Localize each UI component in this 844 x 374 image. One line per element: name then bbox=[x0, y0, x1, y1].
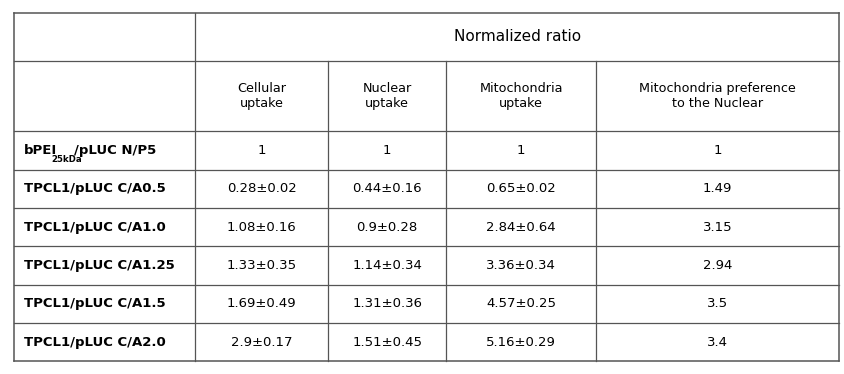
Text: Mitochondria preference
to the Nuclear: Mitochondria preference to the Nuclear bbox=[639, 82, 795, 110]
Text: 3.15: 3.15 bbox=[702, 221, 732, 234]
Text: 1.08±0.16: 1.08±0.16 bbox=[226, 221, 296, 234]
Text: 0.44±0.16: 0.44±0.16 bbox=[352, 183, 421, 195]
Text: 1: 1 bbox=[382, 144, 391, 157]
Text: 25kDa: 25kDa bbox=[51, 155, 82, 164]
Text: TPCL1/pLUC C/A1.5: TPCL1/pLUC C/A1.5 bbox=[24, 297, 165, 310]
Text: TPCL1/pLUC C/A2.0: TPCL1/pLUC C/A2.0 bbox=[24, 336, 165, 349]
Text: 1.14±0.34: 1.14±0.34 bbox=[352, 259, 421, 272]
Text: 1.51±0.45: 1.51±0.45 bbox=[352, 336, 422, 349]
Text: 2.94: 2.94 bbox=[702, 259, 732, 272]
Text: Cellular
uptake: Cellular uptake bbox=[237, 82, 286, 110]
Text: 0.9±0.28: 0.9±0.28 bbox=[356, 221, 417, 234]
Text: Mitochondria
uptake: Mitochondria uptake bbox=[479, 82, 562, 110]
Text: 1.69±0.49: 1.69±0.49 bbox=[226, 297, 296, 310]
Text: 4.57±0.25: 4.57±0.25 bbox=[485, 297, 555, 310]
Text: 2.9±0.17: 2.9±0.17 bbox=[230, 336, 292, 349]
Text: Normalized ratio: Normalized ratio bbox=[453, 29, 580, 44]
Text: 2.84±0.64: 2.84±0.64 bbox=[485, 221, 555, 234]
Text: 3.5: 3.5 bbox=[706, 297, 728, 310]
Text: 1: 1 bbox=[712, 144, 721, 157]
Text: TPCL1/pLUC C/A1.0: TPCL1/pLUC C/A1.0 bbox=[24, 221, 165, 234]
Text: 0.28±0.02: 0.28±0.02 bbox=[226, 183, 296, 195]
Text: TPCL1/pLUC C/A0.5: TPCL1/pLUC C/A0.5 bbox=[24, 183, 165, 195]
Text: 1.31±0.36: 1.31±0.36 bbox=[352, 297, 422, 310]
Text: 0.65±0.02: 0.65±0.02 bbox=[485, 183, 555, 195]
Text: 5.16±0.29: 5.16±0.29 bbox=[485, 336, 555, 349]
Text: 1.33±0.35: 1.33±0.35 bbox=[226, 259, 296, 272]
Text: 1: 1 bbox=[517, 144, 525, 157]
Text: TPCL1/pLUC C/A1.25: TPCL1/pLUC C/A1.25 bbox=[24, 259, 175, 272]
Text: 1: 1 bbox=[257, 144, 266, 157]
Text: 1.49: 1.49 bbox=[702, 183, 732, 195]
Text: 3.36±0.34: 3.36±0.34 bbox=[485, 259, 555, 272]
Text: 3.4: 3.4 bbox=[706, 336, 728, 349]
Text: bPEI: bPEI bbox=[24, 144, 57, 157]
Text: /pLUC N/P5: /pLUC N/P5 bbox=[73, 144, 156, 157]
Text: Nuclear
uptake: Nuclear uptake bbox=[362, 82, 411, 110]
